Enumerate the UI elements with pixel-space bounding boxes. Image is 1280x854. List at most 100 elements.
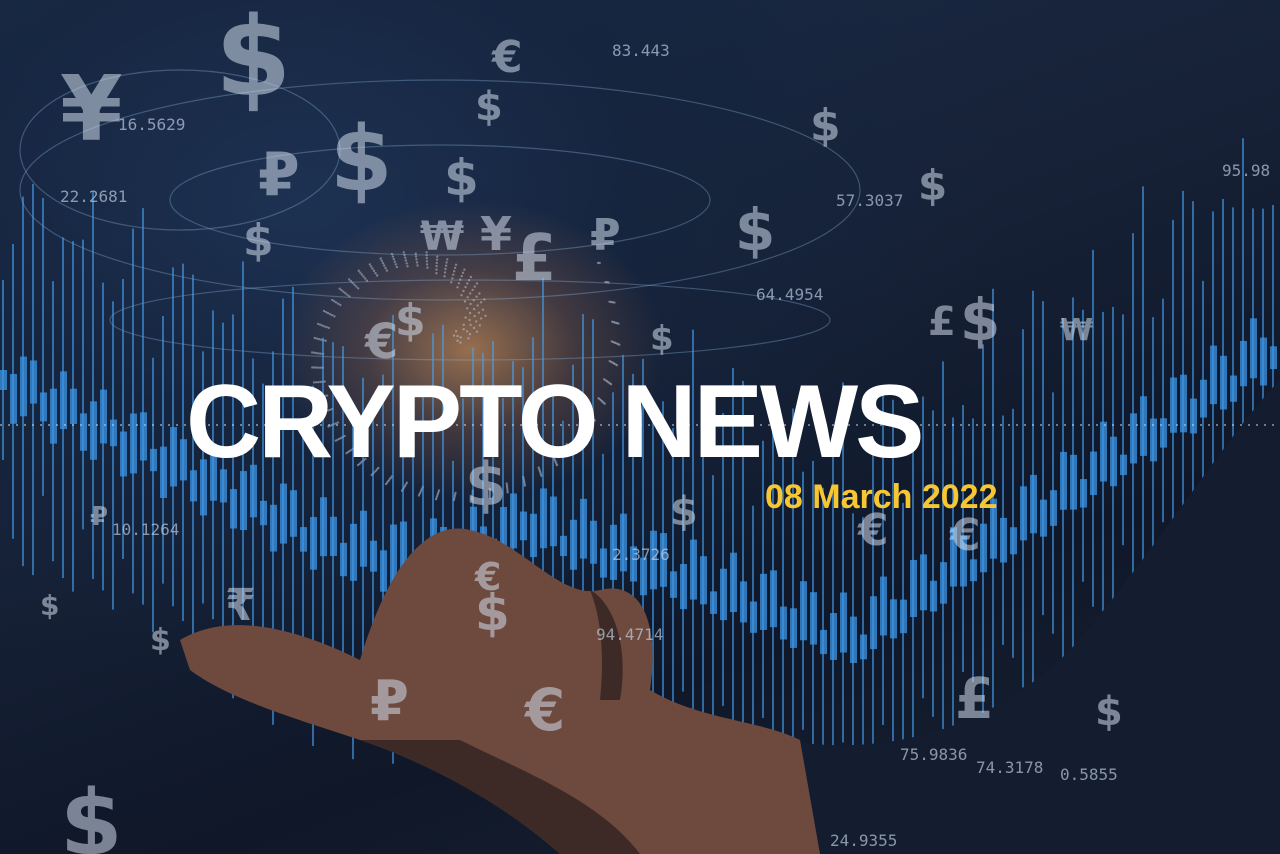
globe-dot xyxy=(488,496,491,500)
candle-body xyxy=(800,581,807,641)
globe-dot xyxy=(446,258,449,261)
candle-body xyxy=(390,524,397,585)
globe-dot xyxy=(465,330,469,333)
candle-body xyxy=(340,542,347,577)
candle-body xyxy=(200,459,207,516)
globe-dot xyxy=(339,303,342,307)
globe-dot xyxy=(404,483,408,486)
globe-dot xyxy=(403,253,406,257)
globe-dot xyxy=(338,437,341,441)
euro-icon: € xyxy=(949,510,981,561)
globe-dot xyxy=(369,265,373,268)
globe-dot xyxy=(319,380,322,384)
globe-dot xyxy=(616,342,619,346)
readout-number: 10.1264 xyxy=(112,520,179,539)
globe-dot xyxy=(331,314,334,317)
globe-dot xyxy=(506,491,509,494)
globe-dot xyxy=(355,285,358,288)
candle-body xyxy=(1030,474,1037,534)
candle-body xyxy=(190,470,197,502)
globe-dot xyxy=(539,473,543,476)
candle-body xyxy=(60,371,67,430)
candle-body xyxy=(770,570,777,628)
candle-body xyxy=(220,469,227,503)
candle-body xyxy=(1150,418,1157,462)
dollar-icon: $ xyxy=(960,286,1000,354)
globe-dot xyxy=(328,313,332,316)
dollar-icon: $ xyxy=(465,450,507,520)
dollar-icon: $ xyxy=(475,584,510,642)
globe-dot xyxy=(315,366,318,369)
globe-dot xyxy=(416,264,419,267)
globe-dot xyxy=(607,381,610,384)
candle-body xyxy=(600,548,607,578)
globe-dot xyxy=(462,289,465,293)
candle-body xyxy=(1040,499,1047,537)
globe-dot xyxy=(617,322,620,325)
dollar-icon: $ xyxy=(243,215,274,266)
candle-body xyxy=(1000,517,1007,563)
globe-dot xyxy=(371,267,374,270)
globe-dot xyxy=(464,316,467,319)
globe-dot xyxy=(598,261,601,265)
globe-dot xyxy=(597,397,600,400)
candle-body xyxy=(880,576,887,636)
globe-dot xyxy=(466,307,469,310)
globe-dot xyxy=(324,339,327,342)
candle-body xyxy=(500,507,507,565)
candle-body xyxy=(300,527,307,552)
globe-dot xyxy=(457,282,461,285)
globe-dot xyxy=(459,278,462,281)
dollar-icon: $ xyxy=(395,295,426,346)
globe-dot xyxy=(338,287,341,290)
globe-dot xyxy=(362,275,365,278)
globe-dot xyxy=(404,259,408,262)
globe-dot xyxy=(315,337,319,340)
readout-number: 2.3726 xyxy=(612,545,670,564)
ruble-icon: ₽ xyxy=(258,140,300,210)
rupee-icon: ₹ xyxy=(225,580,256,631)
candle-body xyxy=(50,388,57,444)
candle-body xyxy=(910,559,917,618)
candle-body xyxy=(950,527,957,587)
globe-dot xyxy=(319,352,322,355)
candle-body xyxy=(790,608,797,648)
candle-body xyxy=(1130,413,1137,464)
candle-body xyxy=(400,521,407,573)
globe-dot xyxy=(473,314,476,318)
globe-dot xyxy=(340,289,343,292)
candle-body xyxy=(320,497,327,557)
globe-dot xyxy=(587,413,591,416)
candle-body xyxy=(120,431,127,477)
globe-dot xyxy=(357,287,360,290)
dollar-icon: $ xyxy=(475,84,503,130)
candle-body xyxy=(520,511,527,541)
globe-dot xyxy=(323,325,326,328)
globe-dot xyxy=(375,274,379,277)
candle-body xyxy=(610,524,617,580)
globe-dot xyxy=(566,444,569,447)
readout-number: 75.9836 xyxy=(900,745,967,764)
globe-dot xyxy=(368,263,371,266)
candle-body xyxy=(570,519,577,570)
dollar-icon: $ xyxy=(444,149,479,207)
globe-dot xyxy=(481,308,485,311)
candle-body xyxy=(920,554,927,611)
globe-dot xyxy=(477,311,481,314)
globe-dot xyxy=(467,279,471,282)
globe-dot xyxy=(599,399,603,402)
globe-dot xyxy=(313,351,316,354)
globe-dot xyxy=(608,359,611,363)
candle-body xyxy=(540,488,547,549)
globe-dot xyxy=(603,402,606,405)
globe-dot xyxy=(374,272,377,275)
globe-dot xyxy=(425,260,429,263)
globe-dot xyxy=(468,318,471,322)
globe-dot xyxy=(615,342,618,345)
globe-dot xyxy=(310,351,314,354)
globe-dot xyxy=(348,295,351,298)
globe-dot xyxy=(334,422,338,425)
candle-body xyxy=(850,616,857,664)
globe-dot xyxy=(313,366,316,369)
